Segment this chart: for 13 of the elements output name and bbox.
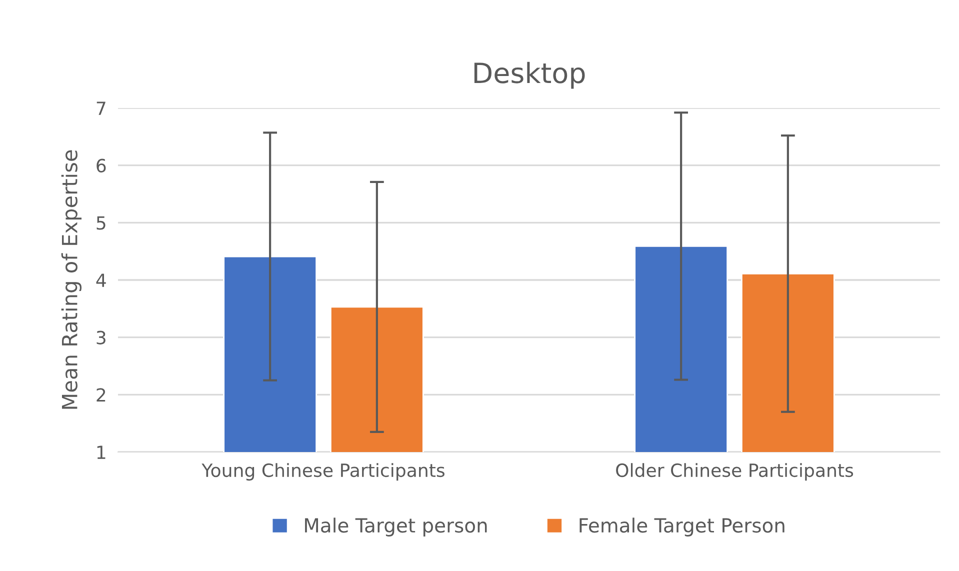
x-tick-label: Young Chinese Participants xyxy=(202,463,444,481)
legend-label: Female Target Person xyxy=(580,518,784,536)
y-tick-label: 7 xyxy=(96,102,106,115)
legend-label: Male Target person xyxy=(305,518,487,536)
y-tick-label: 3 xyxy=(96,330,106,344)
x-tick-label: Older Chinese Participants xyxy=(616,463,854,481)
y-tick-label: 2 xyxy=(96,388,106,402)
chart-title: Desktop xyxy=(474,62,585,89)
y-axis-title: Mean Rating of Expertise xyxy=(61,150,82,409)
y-tick-label: 1 xyxy=(97,446,106,459)
y-tick-label: 5 xyxy=(96,216,106,230)
y-tick-label: 4 xyxy=(96,274,106,287)
y-tick-label: 6 xyxy=(96,158,106,172)
